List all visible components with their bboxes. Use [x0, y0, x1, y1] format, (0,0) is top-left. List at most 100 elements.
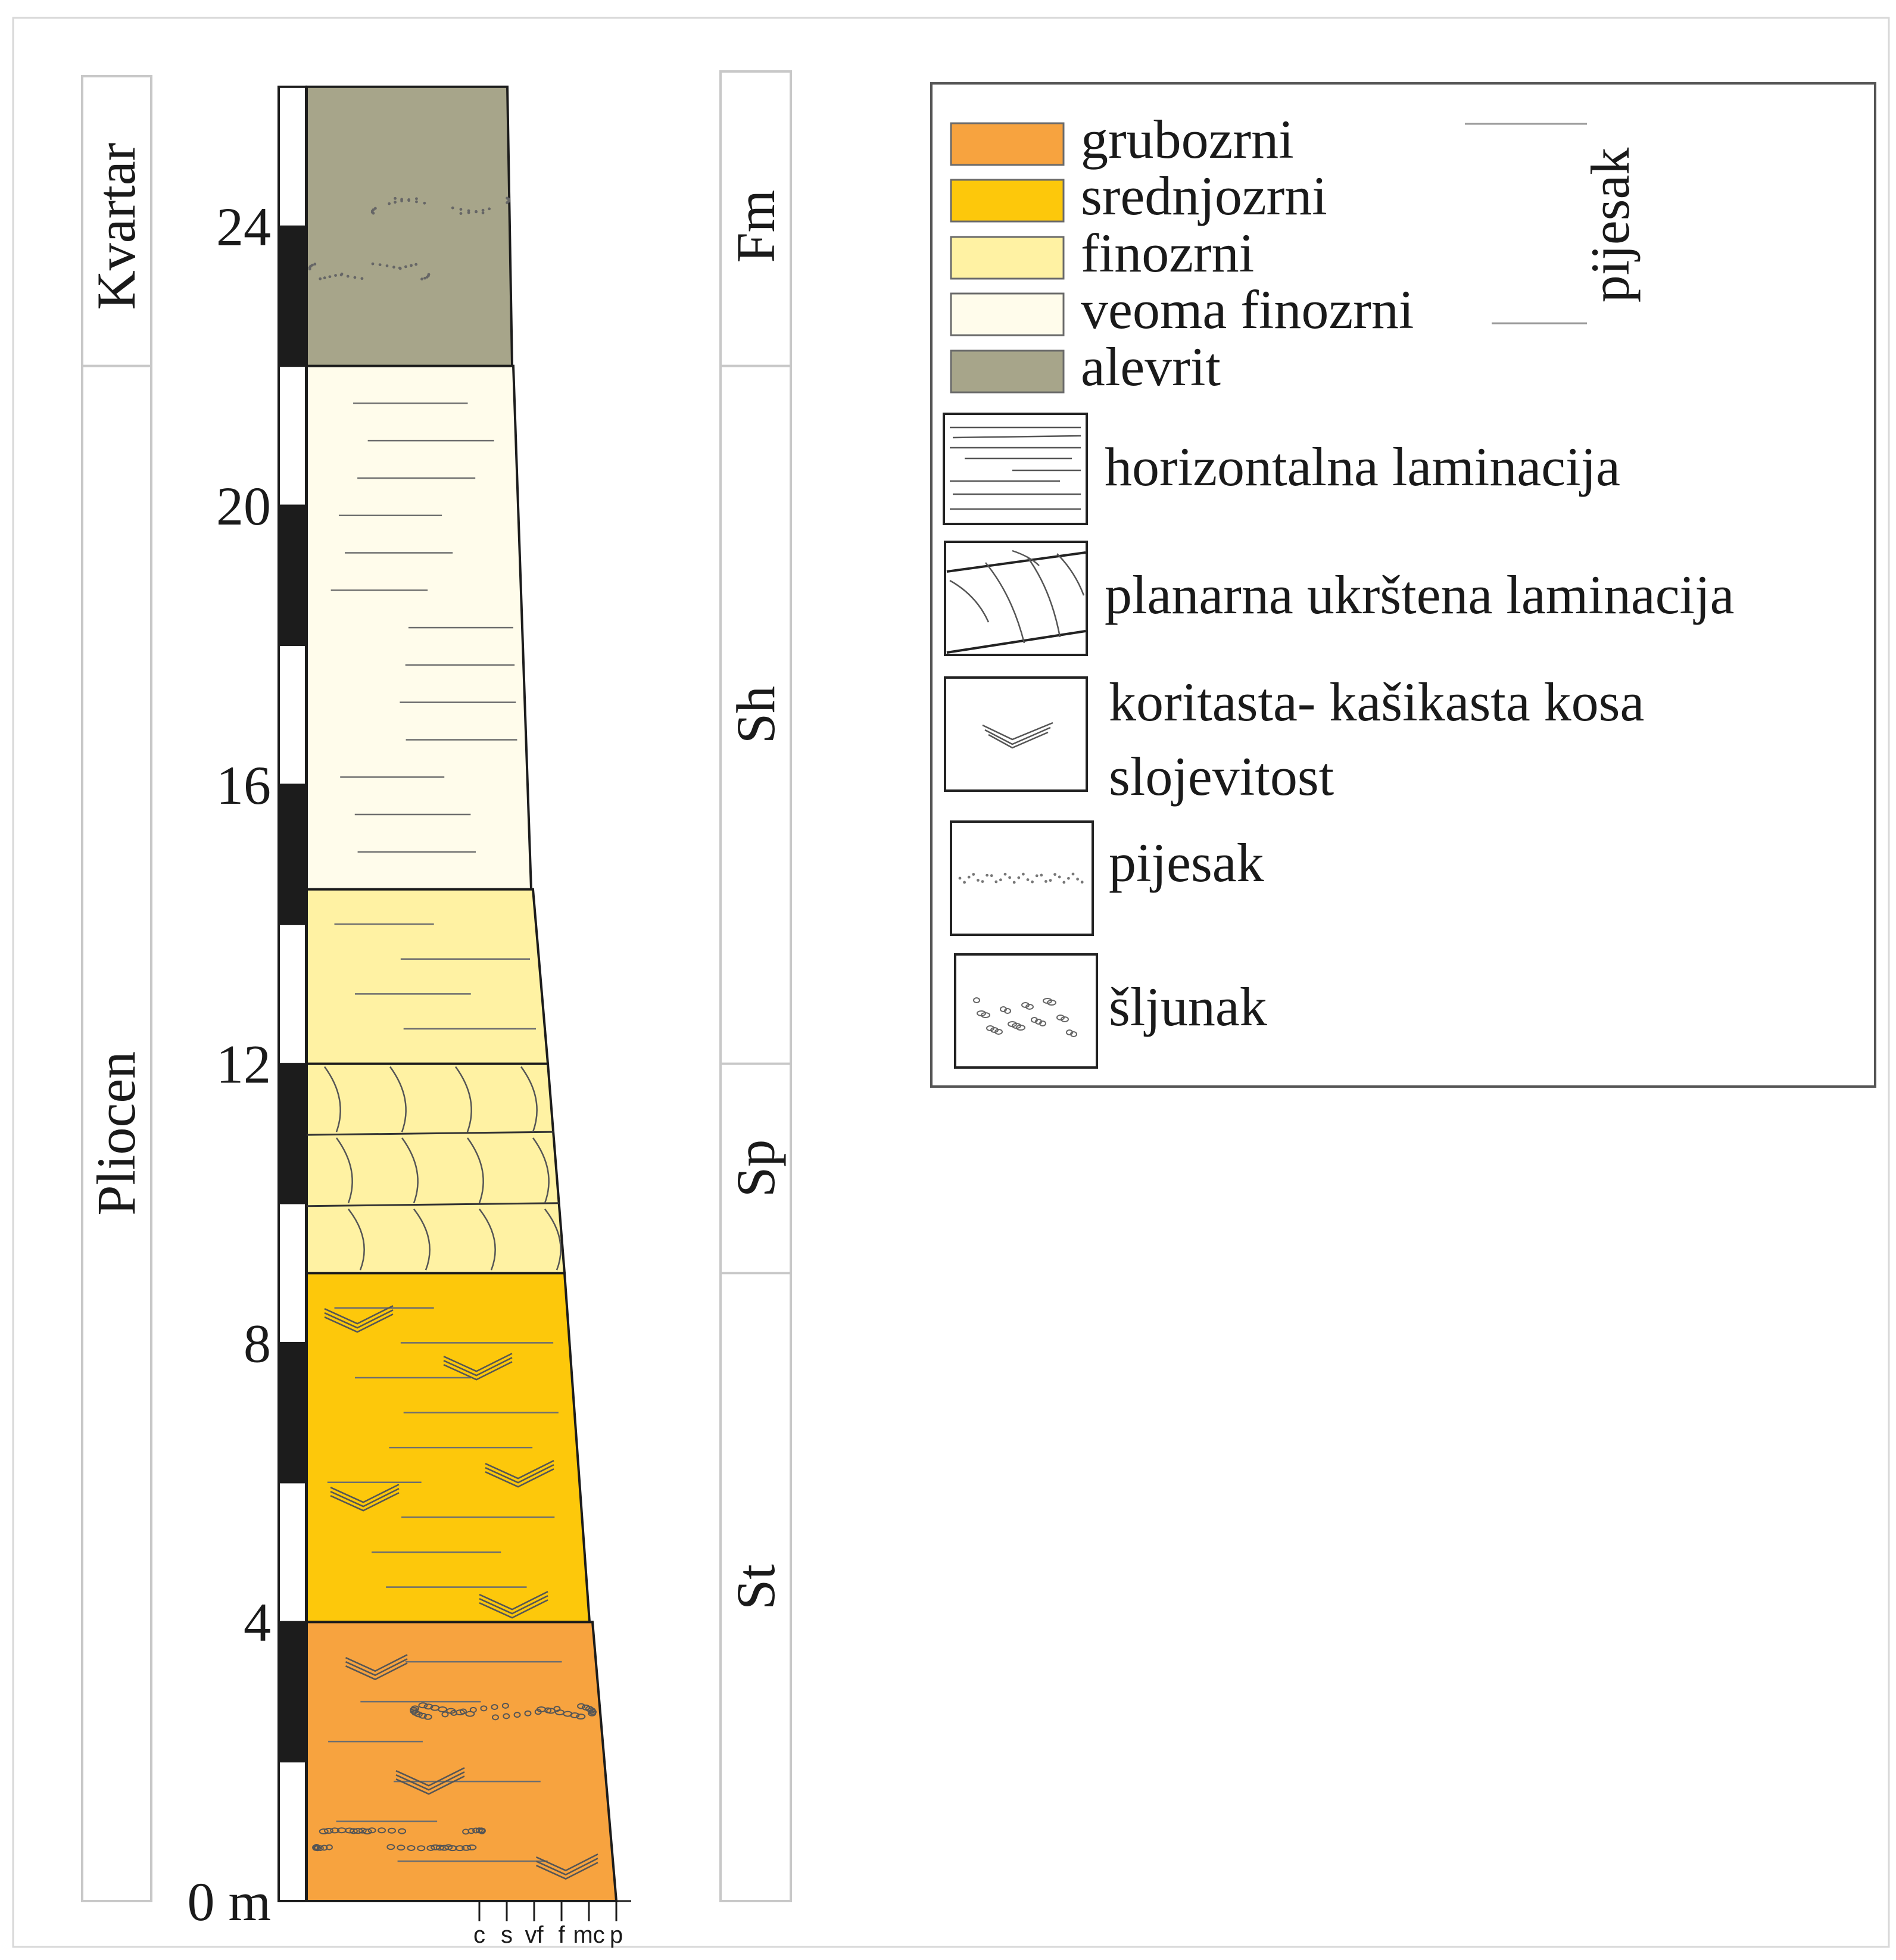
- depth-bar-segment: [277, 1621, 307, 1763]
- gravel-icon-dot: [986, 1025, 994, 1031]
- trough-mark: [324, 1313, 394, 1333]
- depth-label: 4: [244, 1592, 271, 1653]
- gravel-mark: [577, 1703, 586, 1709]
- sand-mark: [475, 210, 478, 214]
- grain-size-scale: c s vf f mc p: [473, 1900, 631, 1948]
- set-boundary: [306, 1131, 554, 1136]
- sand-icon-dot: [999, 878, 1002, 882]
- sand-icon-dot: [977, 879, 980, 882]
- gravel-icon-dot: [1043, 998, 1052, 1004]
- gravel-mark: [349, 1828, 358, 1834]
- gravel-mark: [423, 1703, 434, 1710]
- sand-mark: [378, 263, 382, 267]
- horizontal-lamination-icon: [943, 413, 1088, 525]
- trough-mark: [535, 1853, 598, 1872]
- gravel-mark: [431, 1844, 441, 1850]
- cross-lamina: [323, 1066, 341, 1132]
- gravel-mark: [378, 1827, 386, 1834]
- depth-label: 20: [216, 476, 271, 536]
- sand-icon-dot: [1035, 874, 1039, 878]
- sand-icon-dot: [1003, 872, 1007, 876]
- gravel-mark: [570, 1712, 580, 1718]
- sand-icon-dot: [1071, 872, 1075, 876]
- sand-mark: [488, 207, 491, 211]
- gravel-mark: [418, 1702, 428, 1709]
- sand-mark: [334, 274, 337, 277]
- gravel-mark: [491, 1714, 499, 1721]
- trough-mark: [479, 1595, 548, 1615]
- gravel-mark: [441, 1711, 449, 1718]
- cross-lamina: [479, 1208, 496, 1271]
- gravel-icon-dot: [977, 1010, 986, 1016]
- gravel-mark: [503, 1713, 510, 1719]
- sand-icon-dot: [986, 873, 988, 877]
- gravel-mark: [312, 1844, 320, 1851]
- depth-scale-bar: [277, 85, 307, 1902]
- depth-bar-segment: [277, 225, 307, 367]
- bed-fill: [305, 1621, 618, 1902]
- gravel-icon-dot: [1066, 1029, 1073, 1035]
- sand-icon-dot: [1076, 878, 1079, 881]
- facies-label-sh: Sh: [725, 686, 786, 744]
- grain-scale-label: s: [501, 1922, 513, 1948]
- sand-icon-dot: [1080, 881, 1084, 884]
- cross-lamina: [520, 1066, 538, 1132]
- bed-fill: [305, 1062, 566, 1275]
- sand-mark: [410, 264, 413, 267]
- gravel-mark: [461, 1844, 472, 1851]
- gravel-icon-dot: [1000, 1006, 1007, 1012]
- sand-mark: [400, 198, 403, 201]
- gravel-mark: [353, 1828, 363, 1834]
- sand-icon-dot: [1053, 873, 1056, 876]
- sand-mark: [415, 200, 418, 204]
- sand-mark: [404, 265, 407, 269]
- sand-icon-dot: [1026, 878, 1030, 881]
- trough-cross-bedding-icon: [944, 676, 1088, 792]
- sand-mark: [398, 266, 401, 270]
- gravel-icon-dot: [1031, 1017, 1038, 1023]
- trough-mark: [443, 1361, 513, 1381]
- trough-mark: [443, 1357, 513, 1377]
- trough-mark: [479, 1591, 548, 1611]
- gravel-mark: [426, 1845, 435, 1852]
- sand-mark: [373, 207, 377, 210]
- depth-label: 8: [244, 1313, 271, 1374]
- legend-swatch-grubozrni: [950, 122, 1065, 166]
- trough-mark: [330, 1488, 400, 1508]
- sand-icon-dot: [1058, 875, 1061, 879]
- gravel-mark: [513, 1712, 521, 1718]
- trough-mark: [395, 1767, 465, 1787]
- bed-fill: [305, 888, 550, 1065]
- gravel-mark: [576, 1714, 586, 1720]
- legend-label-horizontal-lamination: horizontalna laminacija: [1105, 436, 1620, 497]
- bed-alevrit-sand_lenses: [305, 85, 514, 367]
- period-column: Pliocen Kvartar: [81, 75, 152, 1902]
- depth-label: 12: [216, 1034, 271, 1095]
- sand-icon-dot: [967, 875, 971, 879]
- sand-icon-dot: [1017, 876, 1021, 879]
- gravel-icon-dot: [1008, 1021, 1017, 1027]
- sand-icon-dot: [1008, 876, 1011, 879]
- gravel-mark: [446, 1708, 456, 1714]
- facies-label-st: St: [725, 1564, 786, 1610]
- sand-mark: [388, 202, 391, 205]
- gravel-mark: [459, 1708, 467, 1715]
- cross-lamina: [544, 1208, 562, 1271]
- sand-icon-dot: [981, 880, 984, 883]
- legend-swatch-veoma-finozrni: [950, 292, 1065, 336]
- depth-label: 0 m: [187, 1871, 271, 1932]
- legend-bracket-label: pijesak: [1580, 148, 1641, 303]
- figure-frame: [12, 17, 1890, 1948]
- legend-label-alevrit: alevrit: [1081, 336, 1221, 397]
- bed-grubozrni-trough_cross_gravel: [305, 1621, 618, 1902]
- depth-bar-segment: [277, 86, 307, 227]
- depth-bar-segment: [277, 923, 307, 1065]
- sand-mark: [506, 196, 509, 200]
- legend-label-trough-cross-bedding-2: slojevitost: [1109, 746, 1334, 807]
- gravel-mark: [313, 1843, 320, 1850]
- sand-icon-dot: [1012, 881, 1016, 884]
- gravel-mark: [398, 1828, 407, 1834]
- cross-lamina: [401, 1137, 419, 1204]
- sand-icon-dot: [1062, 881, 1066, 884]
